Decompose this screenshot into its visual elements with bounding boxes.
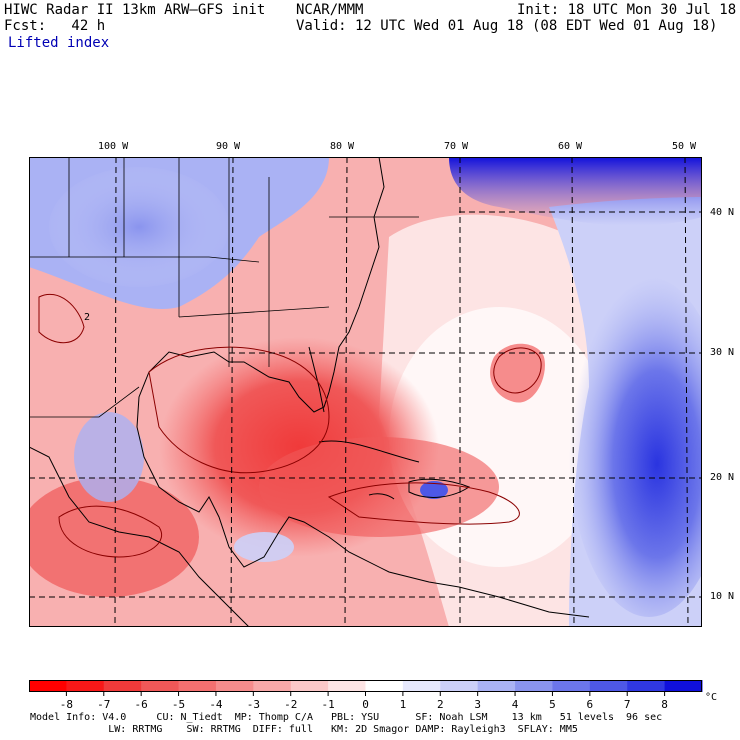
colorbar-swatch: [328, 680, 366, 692]
grid-lon-90w: [230, 157, 234, 627]
grid-lon-80w: [344, 157, 348, 627]
colorbar-swatch: [29, 680, 67, 692]
jamaica-coastline: [368, 493, 395, 500]
colorbar-swatch: [402, 680, 441, 692]
colorbar-swatch: [627, 680, 666, 692]
border-us-mexico: [29, 386, 140, 418]
colorbar-tick-label: 5: [549, 698, 556, 711]
grid-lon-60w: [571, 157, 575, 627]
colorbar-tick-label: -2: [284, 698, 297, 711]
colorbar-tick-label: -8: [60, 698, 73, 711]
lon-label-70w: 70 W: [444, 141, 469, 152]
florida-coastline: [308, 346, 325, 413]
contour-pacific: [58, 505, 162, 558]
lon-label-80w: 80 W: [330, 141, 355, 152]
lat-label-10n: 10 N: [710, 591, 735, 602]
colorbar-swatch: [589, 680, 628, 692]
colorbar-tick-label: 8: [661, 698, 668, 711]
central-america-stable-patch: [234, 532, 294, 562]
hispaniola-stable-patch: [420, 481, 448, 499]
colorbar-swatch: [253, 680, 292, 692]
colorbar-swatch: [664, 680, 703, 692]
coastline-pacific: [29, 446, 250, 627]
contours: [38, 293, 542, 558]
colorbar-tick-label: 0: [362, 698, 369, 711]
colorbar-swatch: [365, 680, 404, 692]
colorbar-ticks: -8 -7 -6 -5 -4 -3 -2 -1 0 1 2 3 4 5 6 7 8 °C: [60, 692, 717, 711]
colorbar-tick-label: -4: [209, 698, 223, 711]
map-title: HIWC Radar II 13km ARW–GFS init: [4, 2, 266, 18]
pacific-unstable-region: [29, 477, 199, 597]
colorbar-tick-label: 7: [624, 698, 631, 711]
coastlines: [29, 157, 590, 627]
colorbar-tick-label: 1: [400, 698, 407, 711]
contour-caribbean: [327, 482, 520, 525]
footer-model-info-line1: Model Info: V4.0 CU: N_Tiedt MP: Thomp C…: [30, 712, 663, 723]
lat-label-20n: 20 N: [710, 472, 735, 483]
colorbar-tick-label: -5: [172, 698, 185, 711]
colorbar-swatches: [29, 680, 703, 692]
colorbar-swatch: [290, 680, 329, 692]
lifted-index-map: 2: [29, 157, 702, 627]
lon-label-60w: 60 W: [558, 141, 583, 152]
colorbar-swatch: [215, 680, 254, 692]
east-atlantic-stable-core: [569, 277, 702, 617]
colorbar-tick-label: 4: [512, 698, 519, 711]
border-1: [29, 256, 260, 263]
north-atlantic-band: [449, 157, 702, 226]
colorbar-tick-label: 3: [474, 698, 481, 711]
colorbar-swatch: [178, 680, 217, 692]
mexico-stable-patch: [74, 412, 144, 502]
lon-label-100w: 100 W: [98, 141, 129, 152]
colorbar-tick-label: -7: [97, 698, 110, 711]
colorbar-swatch: [552, 680, 591, 692]
plains-stable-core: [49, 167, 229, 287]
map-frame: [29, 157, 702, 627]
political-boundaries: [29, 157, 419, 418]
lon-label-50w: 50 W: [672, 141, 697, 152]
caribbean-unstable-band: [259, 437, 499, 537]
coastline-main: [136, 157, 590, 618]
contour-gulf: [148, 346, 330, 474]
atlantic-unstable-blob: [490, 343, 545, 403]
hispaniola-coastline: [408, 478, 471, 498]
valid-time: Valid: 12 UTC Wed 01 Aug 18 (08 EDT Wed …: [296, 18, 718, 34]
colorbar-swatch: [440, 680, 479, 692]
colorbar-unit: °C: [705, 692, 717, 703]
organization: NCAR/MMM: [296, 2, 364, 18]
colorbar-tick-label: -1: [321, 698, 334, 711]
field-name: Lifted index: [8, 35, 110, 51]
grid-lon-50w: [684, 157, 689, 627]
cuba-coastline: [318, 440, 420, 463]
colorbar-swatch: [66, 680, 105, 692]
lat-label-40n: 40 N: [710, 207, 735, 218]
lon-label-90w: 90 W: [216, 141, 241, 152]
colorbar: -8 -7 -6 -5 -4 -3 -2 -1 0 1 2 3 4 5 6 7 8 °C: [29, 680, 717, 711]
colorbar-swatch: [515, 680, 553, 692]
colorbar-tick-label: 6: [587, 698, 594, 711]
contour-label: 2: [84, 312, 90, 323]
border-7: [178, 306, 330, 318]
colorbar-swatch: [103, 680, 142, 692]
colorbar-swatch: [477, 680, 516, 692]
forecast-hour: Fcst: 42 h: [4, 18, 106, 34]
contour-atlantic-blob: [493, 347, 542, 394]
lat-label-30n: 30 N: [710, 347, 735, 358]
colorbar-swatch: [141, 680, 180, 692]
colorbar-tick-label: 2: [437, 698, 444, 711]
colorbar-frame: [29, 680, 702, 692]
lat-lon-grid: [29, 157, 702, 627]
colorbar-tick-label: -6: [135, 698, 148, 711]
init-time: Init: 18 UTC Mon 30 Jul 18: [517, 2, 737, 18]
grid-lon-100w: [114, 157, 117, 627]
footer-model-info-line2: LW: RRTMG SW: RRTMG DIFF: full KM: 2D Sm…: [30, 724, 578, 735]
contour-mexico: [38, 293, 85, 344]
colorbar-tick-label: -3: [247, 698, 260, 711]
